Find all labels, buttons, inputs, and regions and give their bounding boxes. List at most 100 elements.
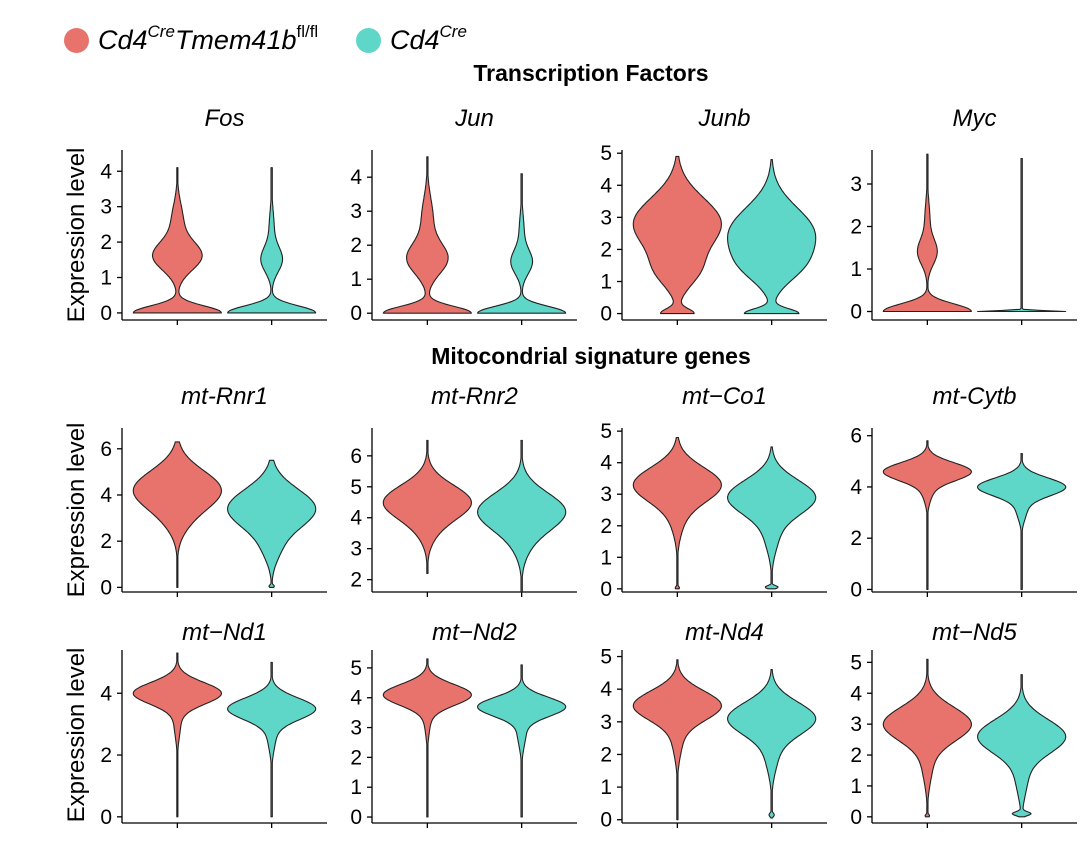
section-title-mito: Mitocondrial signature genes	[431, 343, 751, 369]
y-tick-label: 3	[350, 717, 362, 740]
panel-title: mt−Nd5	[932, 619, 1017, 646]
y-tick-label: 4	[100, 484, 112, 507]
violin-shape	[132, 441, 222, 588]
y-tick-label: 6	[850, 425, 862, 448]
violin-shape	[477, 173, 567, 314]
y-tick-label: 0	[850, 578, 862, 601]
violin-panel: Jun 0 1 2 3 4	[350, 105, 577, 325]
legend-swatch-control	[356, 28, 381, 53]
violin-panel: mt−Co1 0 1 2 3 4 5	[600, 383, 827, 601]
y-tick-label: 5	[600, 646, 612, 669]
y-tick-label: 1	[850, 258, 862, 281]
y-tick-label: 4	[600, 174, 612, 197]
y-tick-label: 6	[350, 445, 362, 468]
y-tick-label: 0	[350, 302, 362, 325]
legend-swatch-knockout	[64, 28, 89, 53]
panel-title: Myc	[953, 105, 997, 132]
y-tick-label: 2	[850, 216, 862, 239]
violin-shape	[632, 659, 722, 821]
panel-title: Jun	[454, 105, 494, 132]
panel-title: mt−Co1	[682, 383, 767, 410]
panel-title: mt-Rnr2	[431, 383, 518, 410]
panel-title: Junb	[697, 105, 750, 132]
violin-shape	[882, 440, 972, 590]
y-tick-label: 3	[100, 196, 112, 219]
y-tick-label: 1	[600, 271, 612, 294]
y-tick-label: 4	[350, 166, 362, 189]
violin-panel: Junb 0 1 2 3 4 5	[600, 105, 827, 326]
legend-label-control: Cd4Cre	[390, 22, 467, 55]
y-tick-label: 1	[600, 776, 612, 799]
panel-title: mt-Nd4	[685, 619, 764, 646]
y-tick-label: 0	[850, 806, 862, 829]
panel-title: mt−Nd2	[432, 619, 517, 646]
y-tick-label: 2	[850, 744, 862, 767]
y-tick-label: 0	[850, 301, 862, 324]
y-tick-label: 2	[600, 743, 612, 766]
y-tick-label: 4	[850, 682, 862, 705]
y-tick-label: 4	[350, 507, 362, 530]
violin-shape	[132, 167, 222, 314]
violin-shape	[477, 664, 567, 818]
y-tick-label: 1	[850, 775, 862, 798]
y-tick-label: 5	[600, 420, 612, 443]
y-tick-label: 2	[350, 746, 362, 769]
y-tick-label: 1	[100, 267, 112, 290]
section-title-transcription: Transcription Factors	[473, 60, 709, 86]
violin-shape	[382, 439, 472, 574]
y-tick-label: 5	[600, 142, 612, 165]
y-tick-label: 3	[850, 713, 862, 736]
violin-panel: mt-Nd4 0 1 2 3 4 5	[600, 619, 827, 832]
y-axis-label: Expression level	[63, 148, 90, 323]
y-tick-label: 1	[350, 776, 362, 799]
violin-panel: mt-Rnr1 0 2 4 6 Expression level	[63, 383, 327, 599]
panel-title: mt-Rnr1	[181, 383, 268, 410]
y-tick-label: 5	[350, 657, 362, 680]
y-tick-label: 3	[350, 538, 362, 561]
y-axis-label: Expression level	[63, 648, 90, 823]
violin-shape	[882, 658, 972, 818]
panel-title: mt−Nd1	[182, 619, 267, 646]
violin-panel: mt-Rnr2 2 3 4 5 6	[350, 383, 577, 597]
y-tick-label: 3	[350, 200, 362, 223]
violin-shape	[477, 439, 567, 593]
y-axis-label: Expression level	[63, 423, 90, 598]
violin-panel: mt−Nd5 0 1 2 3 4 5	[850, 619, 1077, 829]
y-tick-label: 0	[350, 806, 362, 829]
violin-shape	[727, 669, 817, 819]
y-tick-label: 4	[600, 678, 612, 701]
violin-shape	[382, 658, 472, 818]
violin-shape	[977, 674, 1067, 818]
violin-shape	[227, 459, 317, 588]
violin-shape	[977, 453, 1067, 590]
y-tick-label: 2	[350, 569, 362, 592]
y-tick-label: 3	[600, 711, 612, 734]
y-tick-label: 0	[600, 809, 612, 832]
panel-title: mt-Cytb	[933, 383, 1017, 410]
panel-title: Fos	[204, 105, 244, 132]
y-tick-label: 4	[850, 476, 862, 499]
y-tick-label: 0	[100, 576, 112, 599]
legend-label-knockout: Cd4CreTmem41bfl/fl	[98, 22, 319, 55]
y-tick-label: 2	[100, 744, 112, 767]
y-tick-label: 3	[600, 206, 612, 229]
y-tick-label: 4	[600, 452, 612, 475]
y-tick-label: 2	[600, 238, 612, 261]
y-tick-label: 2	[100, 231, 112, 254]
violin-shape	[632, 436, 722, 590]
violin-shape	[227, 661, 317, 818]
y-tick-label: 1	[350, 268, 362, 291]
violin-panel: Myc 0 1 2 3	[850, 105, 1077, 325]
y-tick-label: 1	[600, 546, 612, 569]
y-tick-label: 5	[350, 476, 362, 499]
y-tick-label: 3	[600, 483, 612, 506]
violin-panel: mt−Nd1 0 2 4 Expression level	[63, 619, 327, 829]
y-tick-label: 6	[100, 438, 112, 461]
violin-shape	[132, 652, 222, 818]
y-tick-label: 5	[850, 651, 862, 674]
y-tick-label: 2	[850, 527, 862, 550]
violin-shape	[632, 155, 722, 315]
violin-shape	[382, 156, 472, 314]
y-tick-label: 4	[350, 687, 362, 710]
